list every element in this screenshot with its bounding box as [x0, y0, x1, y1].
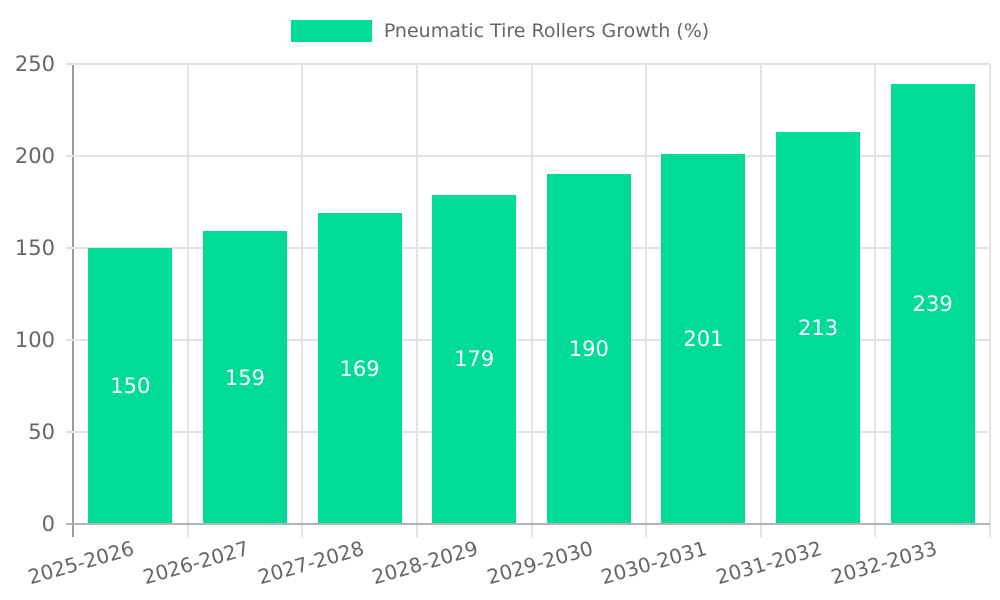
bar-value-label: 159: [224, 365, 265, 390]
legend-label: Pneumatic Tire Rollers Growth (%): [383, 20, 710, 42]
bar-value-label: 169: [339, 356, 380, 381]
x-axis-baseline: [66, 523, 990, 525]
bar[interactable]: 179: [432, 194, 517, 524]
x-axis-tick-label: 2029-2030: [484, 536, 596, 590]
y-axis-tick-label: 100: [14, 328, 55, 352]
bar[interactable]: 169: [317, 213, 402, 524]
y-gridline: [66, 63, 990, 65]
y-axis-tick-label: 0: [41, 512, 55, 536]
bar-value-label: 201: [683, 327, 724, 352]
bar[interactable]: 239: [890, 84, 975, 524]
bar[interactable]: 201: [661, 154, 746, 524]
y-axis-tick-label: 50: [28, 420, 55, 444]
x-gridline: [530, 64, 533, 537]
bar-value-label: 190: [568, 337, 609, 362]
x-gridline: [874, 64, 877, 537]
x-gridline: [645, 64, 648, 537]
bar-value-label: 179: [454, 347, 495, 372]
y-gridline: [66, 339, 990, 341]
bar[interactable]: 213: [776, 132, 861, 524]
y-axis-line: [72, 64, 74, 537]
x-axis-tick-label: 2026-2027: [140, 536, 252, 590]
y-axis-tick-label: 150: [14, 236, 55, 260]
x-gridline: [759, 64, 762, 537]
x-axis-tick-label: 2031-2032: [713, 536, 825, 590]
legend: Pneumatic Tire Rollers Growth (%): [0, 20, 1000, 42]
x-axis-tick-label: 2025-2026: [25, 536, 137, 590]
x-gridline: [301, 64, 304, 537]
x-gridline: [186, 64, 189, 537]
bar-value-label: 213: [798, 316, 839, 341]
x-gridline: [989, 64, 991, 537]
x-axis-tick-label: 2032-2033: [827, 536, 940, 590]
y-gridline: [66, 155, 990, 157]
bar[interactable]: 150: [88, 248, 173, 524]
x-gridline: [415, 64, 418, 537]
y-gridline: [66, 431, 990, 433]
bar-value-label: 239: [912, 292, 953, 317]
y-axis-tick-label: 200: [14, 144, 55, 168]
y-axis-tick-label: 250: [14, 52, 55, 76]
x-axis-tick-label: 2028-2029: [369, 536, 481, 590]
y-gridline: [66, 247, 990, 249]
bar[interactable]: 159: [202, 231, 287, 524]
x-axis-tick-label: 2027-2028: [254, 536, 367, 590]
bar[interactable]: 190: [546, 174, 631, 524]
bar-value-label: 150: [110, 374, 151, 398]
legend-swatch-icon: [290, 20, 372, 42]
legend-item[interactable]: Pneumatic Tire Rollers Growth (%): [290, 20, 710, 42]
x-axis-tick-label: 2030-2031: [598, 536, 711, 590]
